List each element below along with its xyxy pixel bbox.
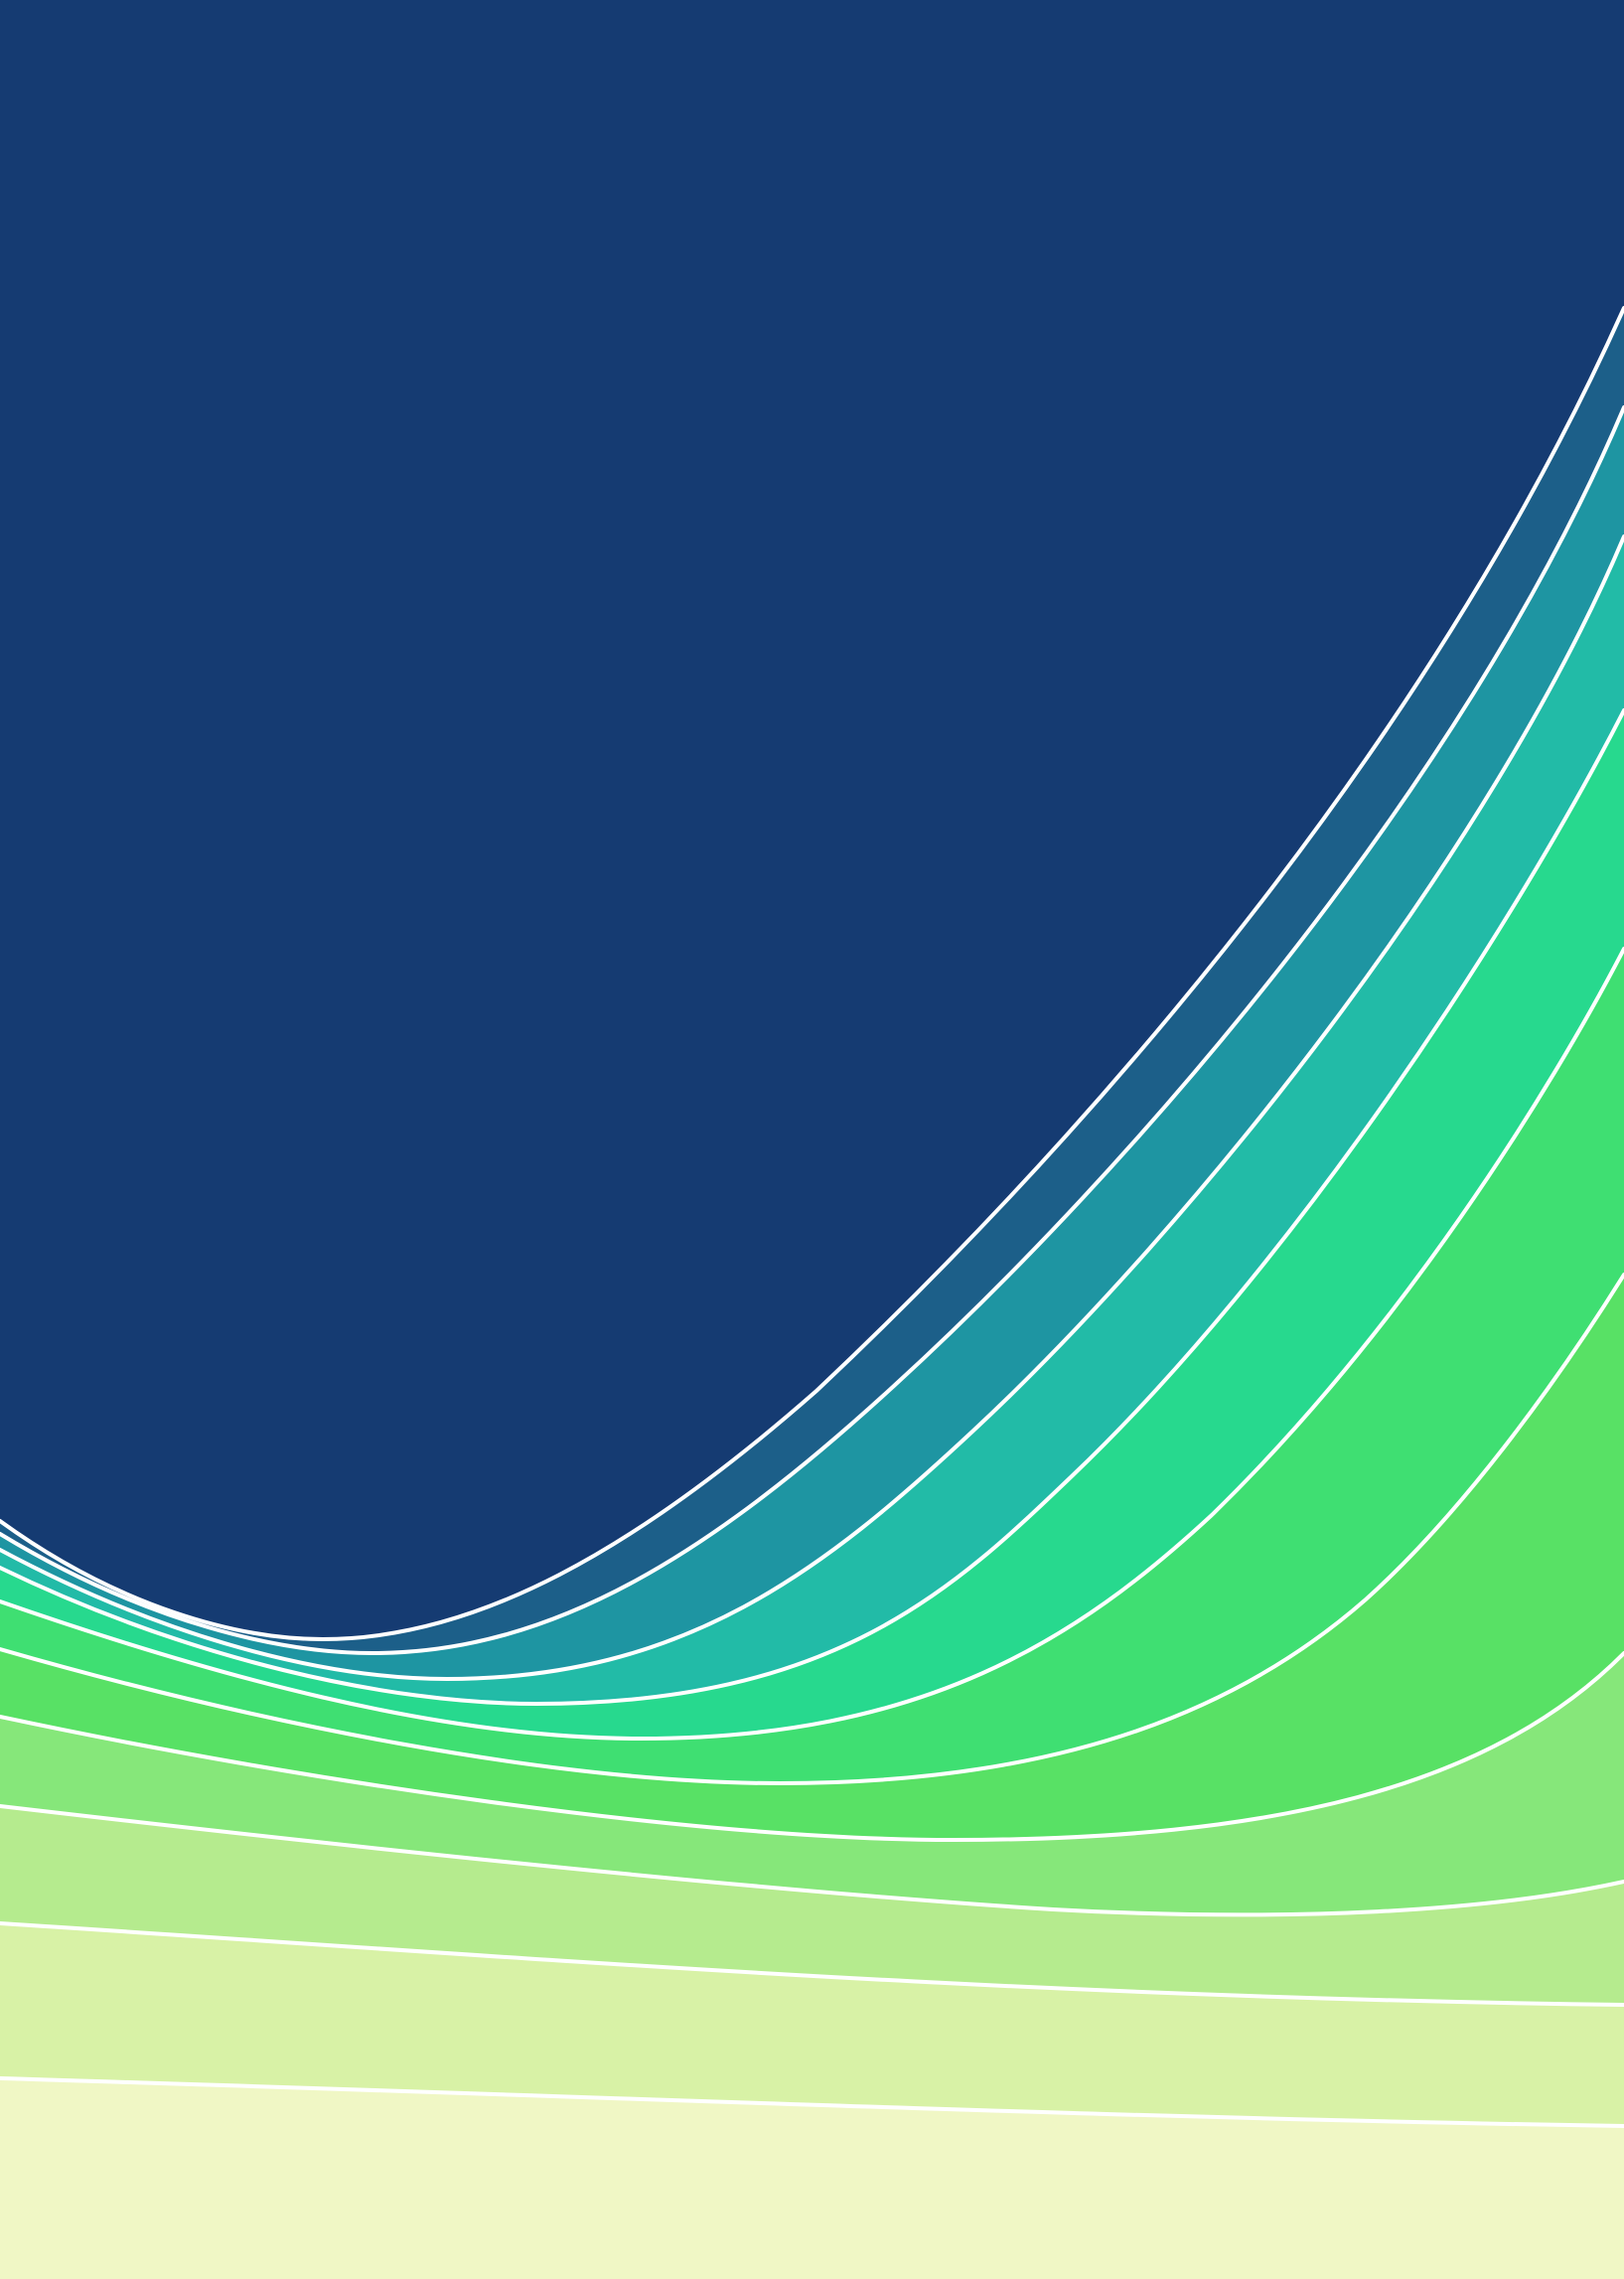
wave-line-1 [0, 306, 1624, 1642]
wave-line-5 [0, 947, 1624, 1742]
wave-line-8 [0, 1804, 1624, 1917]
wave-line-9 [0, 1921, 1624, 2007]
wave-line-4 [0, 708, 1624, 1707]
white-wave-lines [0, 306, 1624, 2128]
wave-line-2 [0, 405, 1624, 1656]
band-10 [0, 2078, 1624, 2279]
wave-line-7 [0, 1651, 1624, 1843]
wave-line-6 [0, 1273, 1624, 1786]
wave-line-10 [0, 2076, 1624, 2128]
wave-line-3 [0, 534, 1624, 1682]
